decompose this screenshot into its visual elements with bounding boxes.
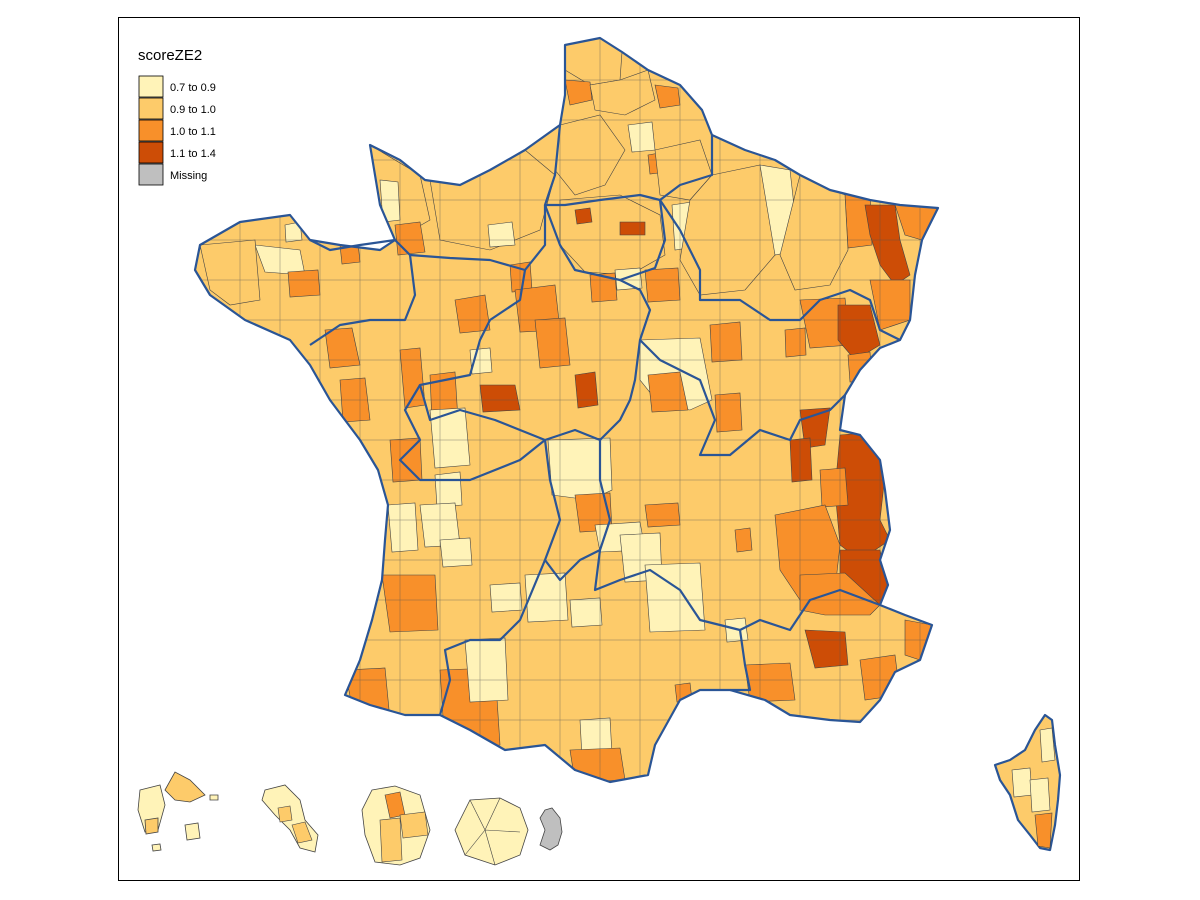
zone (534, 317, 571, 369)
french-guiana (361, 785, 431, 866)
zone (1034, 812, 1053, 849)
zone (454, 294, 491, 334)
legend-label: 0.9 to 1.0 (170, 104, 216, 116)
zone (709, 321, 743, 363)
zone (644, 502, 681, 528)
region-borders (193, 36, 940, 784)
zone (574, 371, 599, 409)
zone (1039, 727, 1056, 763)
zone (387, 502, 419, 553)
guadeloupe-grande-terre (164, 771, 206, 803)
mayotte (539, 807, 563, 851)
zone (487, 221, 516, 248)
zone (284, 221, 303, 243)
guadeloupe (137, 771, 219, 852)
zone (847, 351, 873, 383)
zone (619, 221, 646, 236)
zone (344, 667, 391, 723)
zone (144, 817, 159, 835)
legend-item: 0.7 to 0.9 (138, 75, 216, 98)
legend-item: Missing (138, 163, 207, 186)
zone (464, 637, 509, 703)
martinique (261, 784, 319, 853)
zone (381, 574, 439, 633)
zone (489, 582, 523, 613)
zone (569, 597, 603, 628)
zone (434, 471, 463, 508)
zone (394, 221, 426, 256)
zone (209, 794, 219, 801)
legend-item: 1.0 to 1.1 (138, 119, 216, 142)
legend-swatch (138, 75, 164, 98)
zone (804, 629, 849, 669)
legend-label: 0.7 to 0.9 (170, 82, 216, 94)
legend-swatch (138, 163, 164, 186)
zone (379, 179, 401, 223)
zone (714, 392, 743, 433)
zone (389, 437, 423, 483)
map-legend: scoreZE2 0.7 to 0.9 0.9 to 1.0 1.0 to 1.… (138, 47, 216, 186)
zone (819, 467, 849, 508)
zone (614, 267, 643, 291)
zone (784, 327, 807, 358)
zone (1011, 767, 1033, 798)
zone (277, 805, 293, 823)
zone (439, 537, 473, 568)
zone (287, 269, 321, 298)
zone (524, 572, 569, 623)
reunion (454, 797, 529, 866)
mainland-france (193, 36, 940, 784)
zone (291, 821, 313, 844)
zone (734, 527, 753, 553)
zone (644, 562, 706, 633)
zone (644, 267, 681, 303)
zone (199, 239, 261, 306)
legend-title: scoreZE2 (138, 47, 202, 64)
legend-item: 0.9 to 1.0 (138, 97, 216, 120)
zone (564, 79, 593, 106)
zone (399, 811, 429, 839)
zone-boundaries (464, 797, 521, 866)
legend-swatch (138, 141, 164, 164)
mayotte-outline (539, 807, 563, 851)
zone (789, 437, 813, 483)
zone (379, 817, 403, 863)
zone (779, 174, 849, 291)
zone (1029, 777, 1051, 813)
zone (479, 384, 521, 413)
legend-label: 1.0 to 1.1 (170, 126, 216, 138)
zone (647, 371, 689, 413)
legend-label: Missing (170, 170, 207, 182)
reunion-outline (454, 797, 529, 866)
zone (574, 207, 593, 225)
legend-swatch (138, 97, 164, 120)
legend-label: 1.1 to 1.4 (170, 148, 216, 160)
corsica (993, 713, 1062, 852)
zone (627, 121, 656, 153)
legend-item: 1.1 to 1.4 (138, 141, 216, 164)
employment-zones (199, 38, 938, 782)
guadeloupe-marie-galante (184, 822, 201, 841)
legend-swatch (138, 119, 164, 142)
zone (151, 843, 162, 852)
zone (679, 164, 776, 296)
